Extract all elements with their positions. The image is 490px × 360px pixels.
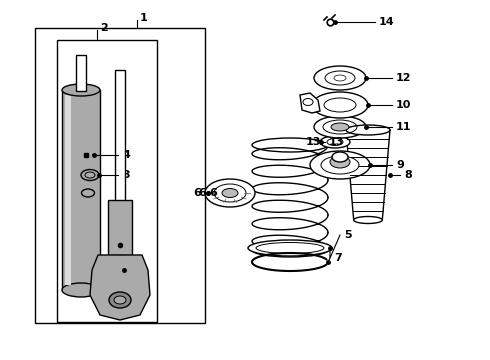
Ellipse shape [109, 292, 131, 308]
Ellipse shape [354, 216, 382, 224]
Bar [115, 70, 125, 245]
Ellipse shape [332, 152, 348, 162]
Ellipse shape [62, 84, 100, 96]
Text: 8: 8 [404, 170, 412, 180]
Ellipse shape [62, 283, 100, 297]
Text: 13: 13 [329, 137, 344, 147]
Text: ·: · [332, 254, 336, 264]
Bar [65, 95, 71, 285]
Text: 6: 6 [209, 188, 217, 198]
Text: 2: 2 [100, 23, 108, 33]
Text: 7: 7 [334, 253, 342, 263]
Text: 11: 11 [396, 122, 412, 132]
Text: 5: 5 [344, 230, 352, 240]
Bar [108, 200, 132, 255]
Bar [57, 40, 157, 322]
Ellipse shape [330, 156, 350, 168]
Text: 12: 12 [396, 73, 412, 83]
Bar [62, 90, 100, 290]
Polygon shape [300, 93, 320, 113]
Text: 10: 10 [396, 100, 412, 110]
Ellipse shape [346, 125, 390, 135]
Text: 6: 6 [193, 188, 201, 198]
Text: 4: 4 [122, 150, 130, 160]
Text: 1: 1 [140, 13, 148, 23]
Ellipse shape [312, 92, 368, 118]
Text: 9: 9 [396, 160, 404, 170]
Ellipse shape [248, 240, 332, 256]
Ellipse shape [314, 66, 366, 90]
Ellipse shape [222, 189, 238, 198]
Bar [76, 55, 86, 91]
Ellipse shape [327, 139, 343, 145]
Ellipse shape [314, 116, 366, 138]
Text: 14: 14 [379, 17, 394, 27]
Ellipse shape [214, 184, 246, 202]
Ellipse shape [205, 179, 255, 207]
Bar [35, 28, 205, 323]
Ellipse shape [320, 136, 350, 148]
Polygon shape [90, 255, 150, 320]
Text: 6: 6 [198, 188, 206, 198]
Ellipse shape [114, 296, 126, 304]
Text: 3: 3 [122, 170, 130, 180]
Ellipse shape [310, 151, 370, 179]
Ellipse shape [331, 123, 349, 131]
Text: 13: 13 [306, 137, 321, 147]
Ellipse shape [321, 156, 359, 174]
